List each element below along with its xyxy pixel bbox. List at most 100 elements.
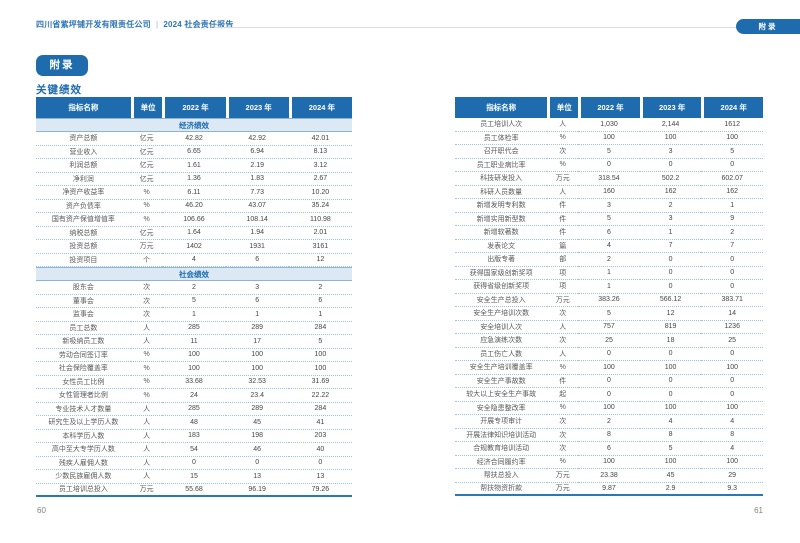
unit-cell: 篇 [547, 240, 579, 253]
value-cell-2024: 1236 [701, 321, 763, 334]
value-cell-2023: 1.94 [225, 227, 289, 240]
corner-tab-appendix: 附录 [736, 19, 800, 34]
value-cell-2024: 284 [288, 322, 352, 335]
kpi-table-economic-social: 指标名称 单位 2022 年 2023 年 2024 年经济绩效 资产总额 亿元 42.82 4… [36, 97, 352, 497]
value-cell-2024: 6 [288, 295, 352, 308]
table-row: 国有资产保值增值率% 106.66 108.14 110.98 [36, 213, 352, 227]
column-header: 2024 年 [288, 97, 352, 118]
value-cell-2022: 106.66 [162, 213, 226, 227]
unit-cell: % [547, 132, 579, 145]
value-cell-2023: 100 [225, 362, 289, 376]
value-cell-2022: 3 [578, 199, 640, 213]
value-cell-2022: 0 [162, 457, 226, 470]
value-cell-2023: 289 [225, 322, 289, 335]
table-row: 高中至大专学历人数人 54 46 40 [36, 443, 352, 457]
table-row: 员工培训人次人 1,030 2,144 1612 [455, 118, 763, 132]
value-cell-2022: 6.11 [162, 186, 226, 200]
table-row: 获得省级创新奖项项 1 0 0 [455, 280, 763, 294]
section-label: 社会绩效 [36, 267, 352, 281]
indicator-name-cell: 股东会 [36, 281, 131, 295]
indicator-name-cell: 纳税总额 [36, 227, 131, 240]
value-cell-2024: 25 [701, 334, 763, 348]
table-row: 劳动合同签订率% 100 100 100 [36, 349, 352, 362]
value-cell-2024: 42.01 [288, 132, 352, 146]
indicator-name-cell: 安全生产培训覆盖率 [455, 361, 548, 375]
value-cell-2024: 1 [701, 199, 763, 213]
unit-cell: 人 [547, 118, 579, 132]
unit-cell: 次 [130, 308, 163, 322]
indicator-name-cell: 经济合同履约率 [455, 456, 548, 469]
indicator-name-cell: 员工培训人次 [455, 118, 548, 132]
table-row: 员工职业病比率% 0 0 0 [455, 159, 763, 172]
value-cell-2024: 284 [288, 403, 352, 416]
unit-cell: 次 [130, 281, 163, 295]
value-cell-2024: 162 [701, 186, 763, 199]
indicator-name-cell: 董事会 [36, 295, 131, 308]
indicator-name-cell: 少数民族雇佣人数 [36, 470, 131, 484]
column-header: 单位 [130, 97, 163, 118]
unit-cell: % [547, 159, 579, 172]
indicator-name-cell: 营业收入 [36, 146, 131, 159]
unit-cell: % [130, 362, 163, 376]
column-header: 指标名称 [455, 97, 548, 118]
value-cell-2023: 13 [225, 470, 289, 484]
value-cell-2024: 9 [701, 213, 763, 226]
table-row: 纳税总额 亿元 1.64 1.94 2.01 [36, 227, 352, 240]
value-cell-2023: 1 [639, 226, 702, 240]
value-cell-2022: 2 [162, 281, 226, 295]
column-header: 2022 年 [578, 97, 640, 118]
value-cell-2022: 0 [578, 388, 640, 402]
value-cell-2024: 100 [288, 349, 352, 362]
value-cell-2022: 285 [162, 322, 226, 335]
value-cell-2024: 3.12 [288, 159, 352, 173]
unit-cell: 万元 [130, 484, 163, 497]
value-cell-2022: 318.54 [578, 172, 640, 186]
value-cell-2022: 0 [578, 348, 640, 361]
value-cell-2024: 100 [701, 456, 763, 469]
unit-cell: % [130, 213, 163, 227]
indicator-name-cell: 安全生产培训次数 [455, 307, 548, 321]
value-cell-2022: 5 [162, 295, 226, 308]
value-cell-2022: 4 [578, 240, 640, 253]
table-header-row: 指标名称 单位 2022 年 2023 年 2024 年 [36, 97, 352, 118]
value-cell-2024: 12 [288, 254, 352, 267]
table-row: 利润总额 亿元 1.61 2.19 3.12 [36, 159, 352, 173]
unit-cell: 人 [547, 321, 579, 334]
indicator-name-cell: 社会保险覆盖率 [36, 362, 131, 376]
indicator-name-cell: 投资项目 [36, 254, 131, 267]
value-cell-2024: 4 [701, 442, 763, 456]
value-cell-2024: 100 [288, 362, 352, 376]
unit-cell: 人 [130, 416, 163, 430]
value-cell-2023: 12 [639, 307, 702, 321]
unit-cell: 次 [547, 415, 579, 429]
value-cell-2024: 203 [288, 430, 352, 443]
value-cell-2023: 1931 [225, 240, 289, 254]
value-cell-2024: 5 [288, 335, 352, 349]
indicator-name-cell: 资产总额 [36, 132, 131, 146]
value-cell-2023: 45 [225, 416, 289, 430]
table-row: 资产负债率% 46.20 43.07 35.24 [36, 200, 352, 213]
value-cell-2024: 2 [701, 226, 763, 240]
table-row: 新吸纳员工数人 11 17 5 [36, 335, 352, 349]
value-cell-2022: 285 [162, 403, 226, 416]
value-cell-2022: 183 [162, 430, 226, 443]
indicator-name-cell: 科技研发投入 [455, 172, 548, 186]
value-cell-2023: 0 [639, 280, 702, 294]
indicator-name-cell: 员工总数 [36, 322, 131, 335]
value-cell-2024: 0 [701, 375, 763, 388]
value-cell-2024: 0 [701, 267, 763, 280]
value-cell-2022: 54 [162, 443, 226, 457]
indicator-name-cell: 员工体检率 [455, 132, 548, 145]
column-header: 2023 年 [639, 97, 702, 118]
unit-cell: 项 [547, 267, 579, 280]
indicator-name-cell: 员工培训总投入 [36, 484, 131, 497]
value-cell-2023: 100 [639, 361, 702, 375]
indicator-name-cell: 研究生及以上学历人数 [36, 416, 131, 430]
indicator-name-cell: 获得国家级创新奖项 [455, 267, 548, 280]
indicator-name-cell: 女性管理者比例 [36, 389, 131, 403]
unit-cell: 万元 [547, 483, 579, 496]
section-label: 经济绩效 [36, 118, 352, 132]
unit-cell: 次 [547, 429, 579, 442]
value-cell-2022: 100 [162, 362, 226, 376]
indicator-name-cell: 员工职业病比率 [455, 159, 548, 172]
